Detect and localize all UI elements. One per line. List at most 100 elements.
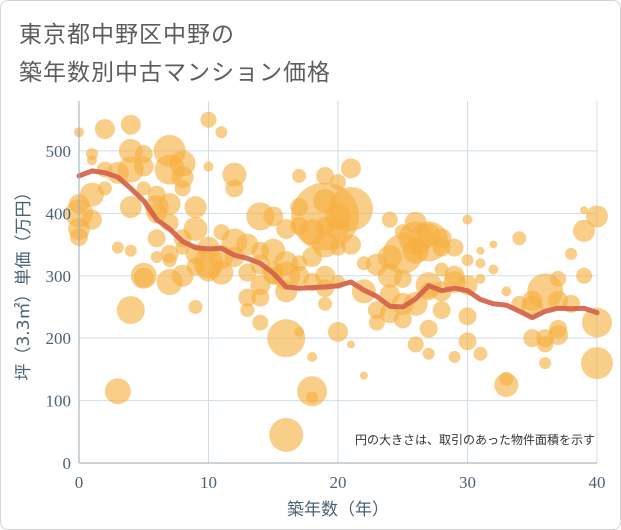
data-bubble	[458, 307, 477, 326]
data-bubble	[269, 417, 304, 452]
data-bubble	[422, 347, 435, 360]
data-bubble	[119, 196, 142, 219]
data-bubble	[240, 303, 255, 318]
y-tick-label: 0	[63, 454, 72, 473]
y-tick-label: 200	[46, 329, 72, 348]
data-bubble	[582, 307, 612, 338]
data-bubble	[104, 378, 131, 405]
data-bubble	[174, 180, 191, 197]
data-bubble	[475, 273, 486, 284]
data-bubble	[158, 192, 181, 215]
data-bubble	[340, 234, 361, 255]
data-bubble	[580, 206, 589, 215]
data-bubble	[318, 296, 333, 311]
x-tick-label: 10	[200, 473, 217, 492]
data-bubble	[183, 216, 208, 241]
data-bubble	[581, 347, 613, 380]
data-bubble	[147, 229, 166, 248]
data-bubble	[124, 244, 137, 257]
data-bubble	[368, 314, 385, 331]
data-bubble	[307, 351, 318, 362]
data-bubble	[523, 329, 542, 348]
data-bubble	[586, 205, 608, 228]
y-axis-label: 坪（3.3㎡）単価（万円）	[14, 183, 34, 380]
data-bubble	[476, 246, 485, 255]
data-bubble	[537, 336, 554, 353]
data-bubble	[381, 211, 398, 228]
data-bubble	[267, 319, 306, 358]
data-bubble	[458, 332, 477, 351]
data-bubble	[200, 111, 217, 128]
data-bubble	[488, 264, 499, 275]
data-bubble	[407, 336, 424, 353]
data-bubble	[188, 299, 203, 314]
data-bubble	[222, 162, 247, 187]
data-bubble	[565, 247, 578, 260]
data-bubble	[432, 301, 451, 320]
data-bubble	[328, 321, 348, 342]
chart-title-line2: 築年数別中古マンション価格	[19, 60, 331, 86]
data-bubble	[252, 314, 269, 331]
data-bubble	[576, 267, 593, 284]
data-bubble	[209, 260, 234, 285]
data-bubble	[225, 179, 244, 198]
data-bubble	[263, 206, 284, 227]
data-bubble	[328, 186, 373, 231]
x-tick-label: 30	[459, 473, 476, 492]
data-bubble	[494, 372, 519, 397]
data-bubble	[94, 119, 115, 140]
data-bubble	[251, 288, 270, 307]
data-bubble	[120, 114, 141, 135]
data-bubble	[359, 371, 368, 380]
data-bubble	[297, 376, 328, 407]
data-bubble	[316, 166, 335, 185]
x-tick-label: 20	[330, 473, 347, 492]
data-bubble	[475, 258, 486, 269]
data-bubble	[539, 357, 552, 370]
data-bubble	[136, 181, 151, 196]
data-bubble	[81, 209, 102, 230]
data-bubble	[393, 310, 412, 329]
x-axis-label: 築年数（年）	[287, 500, 389, 520]
data-bubble	[97, 181, 112, 196]
data-bubble	[550, 270, 567, 287]
data-bubble	[162, 253, 177, 268]
y-tick-label: 500	[46, 142, 72, 161]
chart-title-line1: 東京都中野区中野の	[19, 22, 235, 48]
data-bubble	[448, 350, 461, 363]
data-bubble	[203, 161, 214, 172]
data-bubble	[330, 174, 346, 191]
data-bubble	[548, 325, 569, 346]
y-tick-label: 300	[46, 267, 72, 286]
bubble-size-note: 円の大きさは、取引のあった物件面積を示す	[355, 432, 595, 447]
data-bubble	[238, 288, 257, 307]
data-bubble	[461, 254, 474, 267]
data-bubble	[501, 286, 512, 297]
data-bubble	[346, 340, 355, 349]
data-bubble	[86, 155, 97, 166]
data-bubble	[292, 168, 307, 183]
data-bubble	[111, 241, 124, 254]
data-bubble	[184, 196, 207, 219]
data-bubble	[512, 231, 527, 246]
data-bubble	[393, 269, 412, 288]
data-bubble	[340, 158, 361, 179]
data-bubble	[306, 391, 319, 404]
data-bubble	[573, 219, 596, 242]
data-bubble	[116, 296, 145, 325]
data-bubble	[215, 126, 228, 139]
data-bubble	[419, 319, 438, 338]
data-bubble	[432, 238, 451, 257]
data-bubble	[150, 251, 163, 264]
data-bubble	[133, 267, 154, 288]
data-bubble	[462, 214, 473, 225]
data-bubble	[403, 291, 428, 316]
y-tick-label: 100	[46, 392, 72, 411]
data-bubble	[133, 156, 154, 177]
data-bubble	[294, 326, 305, 337]
data-bubble	[489, 240, 498, 249]
y-tick-label: 400	[46, 204, 72, 223]
trend-line	[76, 168, 600, 321]
